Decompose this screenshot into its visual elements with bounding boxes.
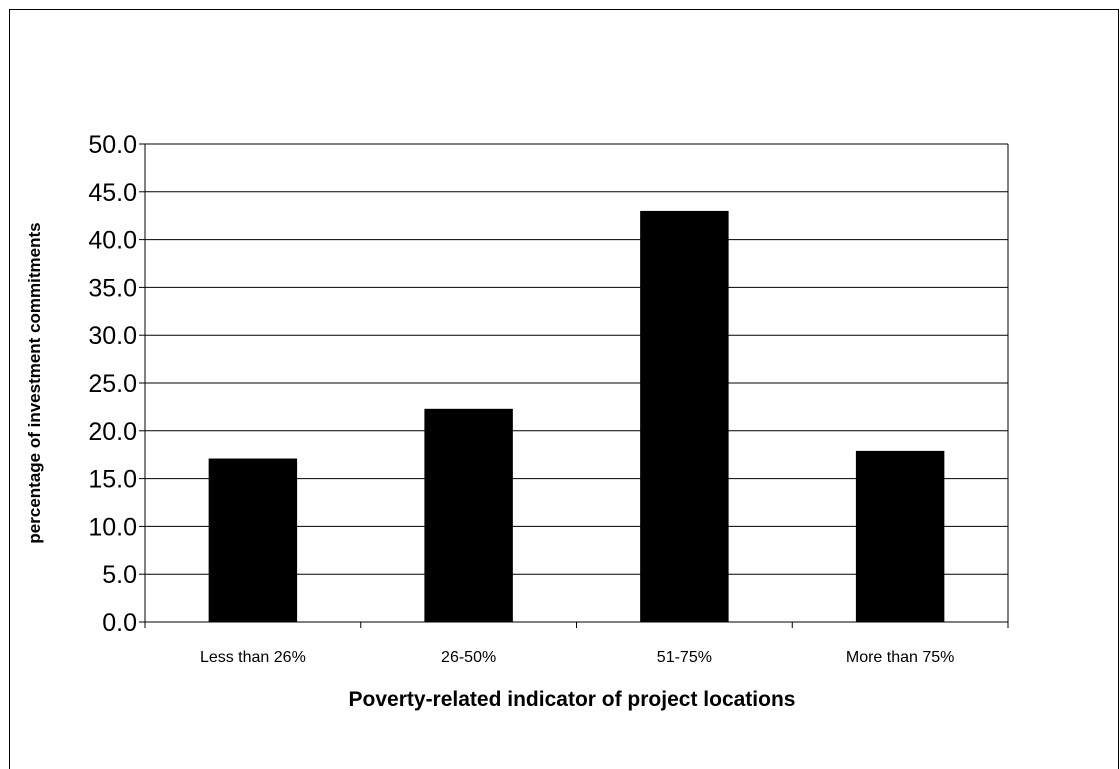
x-tick-labels: Less than 26% 26-50% 51-75% More than 75%: [200, 649, 954, 666]
bar-3: [640, 210, 729, 623]
axes: [139, 143, 1009, 628]
y-tick-label: 50.0: [88, 131, 137, 159]
bar-4: [855, 450, 945, 622]
bar-1: [208, 458, 298, 622]
y-tick-label: 5.0: [102, 561, 137, 589]
y-tick-label: 40.0: [88, 227, 137, 255]
y-axis-title: percentage of investment commitments: [25, 222, 44, 543]
x-tick-label: 51-75%: [657, 649, 712, 666]
bar-2: [424, 408, 513, 622]
x-tick-label: More than 75%: [846, 649, 955, 666]
bars: [208, 210, 945, 623]
y-tick-labels: 0.0 5.0 10.0 15.0 20.0 25.0 30.0 35.0 40.0 45.0 50…: [88, 131, 137, 637]
y-tick-label: 30.0: [88, 322, 137, 350]
x-tick-label: 26-50%: [441, 649, 496, 666]
x-axis-title: Poverty-related indicator of project loc…: [349, 688, 796, 711]
y-tick-label: 45.0: [88, 179, 137, 207]
x-tick-label: Less than 26%: [200, 649, 306, 666]
y-tick-label: 10.0: [88, 513, 137, 541]
y-tick-label: 25.0: [88, 370, 137, 398]
y-tick-label: 15.0: [88, 466, 137, 494]
chart-frame: [9, 9, 1119, 769]
y-tick-label: 0.0: [102, 609, 137, 637]
y-tick-label: 20.0: [88, 418, 137, 446]
y-tick-label: 35.0: [88, 274, 137, 302]
